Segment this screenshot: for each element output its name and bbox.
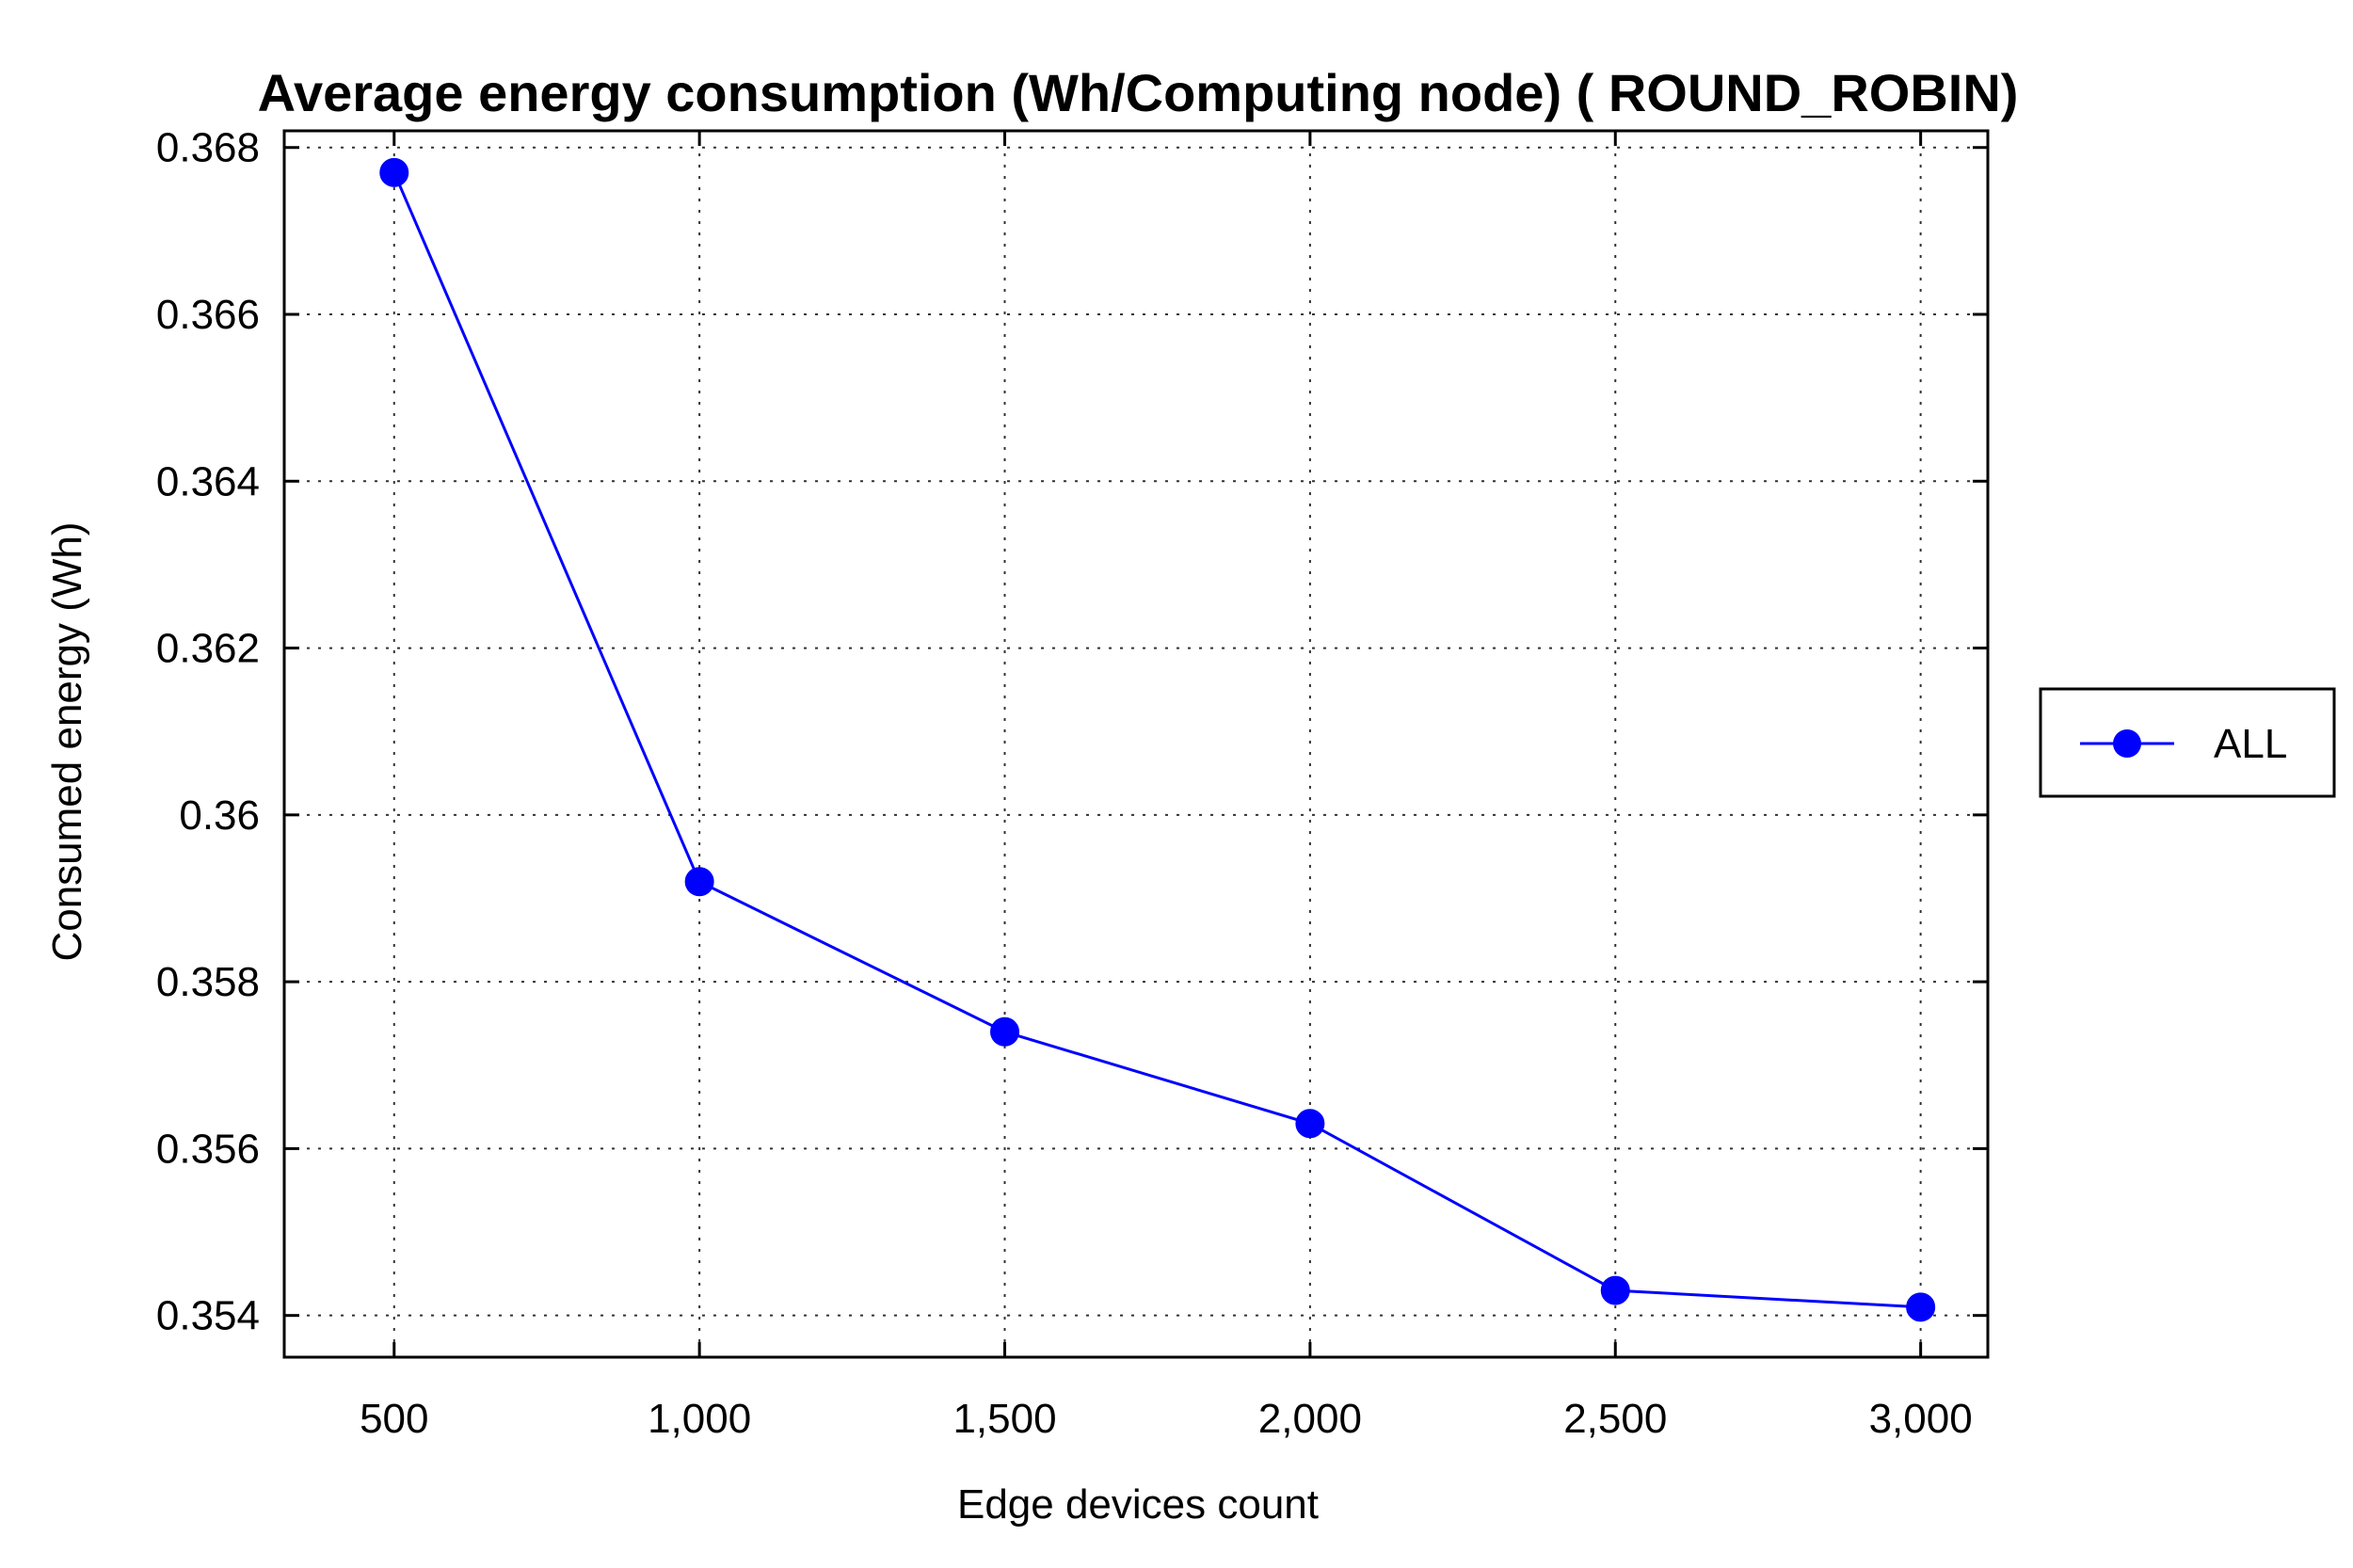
y-tick-label: 0.368 [156,125,260,171]
legend-marker-all [2113,729,2141,758]
y-tick-label: 0.358 [156,959,260,1005]
x-axis-label: Edge devices count [957,1481,1319,1528]
x-tick-label: 500 [360,1396,428,1442]
y-axis-ticks: 0.354 0.356 0.358 0.36 0.362 0.364 0.366 0.368 [156,125,1988,1339]
data-point [1295,1109,1325,1139]
plot-frame [282,129,1990,1359]
x-tick-label: 2,000 [1258,1396,1362,1442]
data-point [1906,1292,1936,1322]
y-tick-label: 0.366 [156,292,260,338]
chart-title: Average energy consumption (Wh/Computing… [258,63,2019,122]
y-axis-label: Consumed energy (Wh) [44,521,90,961]
grid [284,131,1988,1357]
y-tick-label: 0.36 [179,792,260,839]
data-point [684,867,714,897]
x-tick-label: 3,000 [1869,1396,1973,1442]
x-tick-label: 2,500 [1563,1396,1667,1442]
data-point [990,1016,1020,1047]
data-point [379,157,409,187]
y-tick-label: 0.362 [156,626,260,672]
legend: ALL [2039,687,2336,798]
x-tick-label: 1,500 [952,1396,1056,1442]
x-axis-ticks: 500 1,000 1,500 2,000 2,500 3,000 [360,131,1973,1442]
series-line [392,171,1921,1309]
series-all [379,157,1936,1322]
data-point [1600,1275,1630,1305]
y-tick-label: 0.364 [156,458,260,504]
x-tick-label: 1,000 [648,1396,751,1442]
y-tick-label: 0.356 [156,1126,260,1172]
legend-label-all: ALL [2214,721,2287,767]
y-tick-label: 0.354 [156,1293,260,1339]
